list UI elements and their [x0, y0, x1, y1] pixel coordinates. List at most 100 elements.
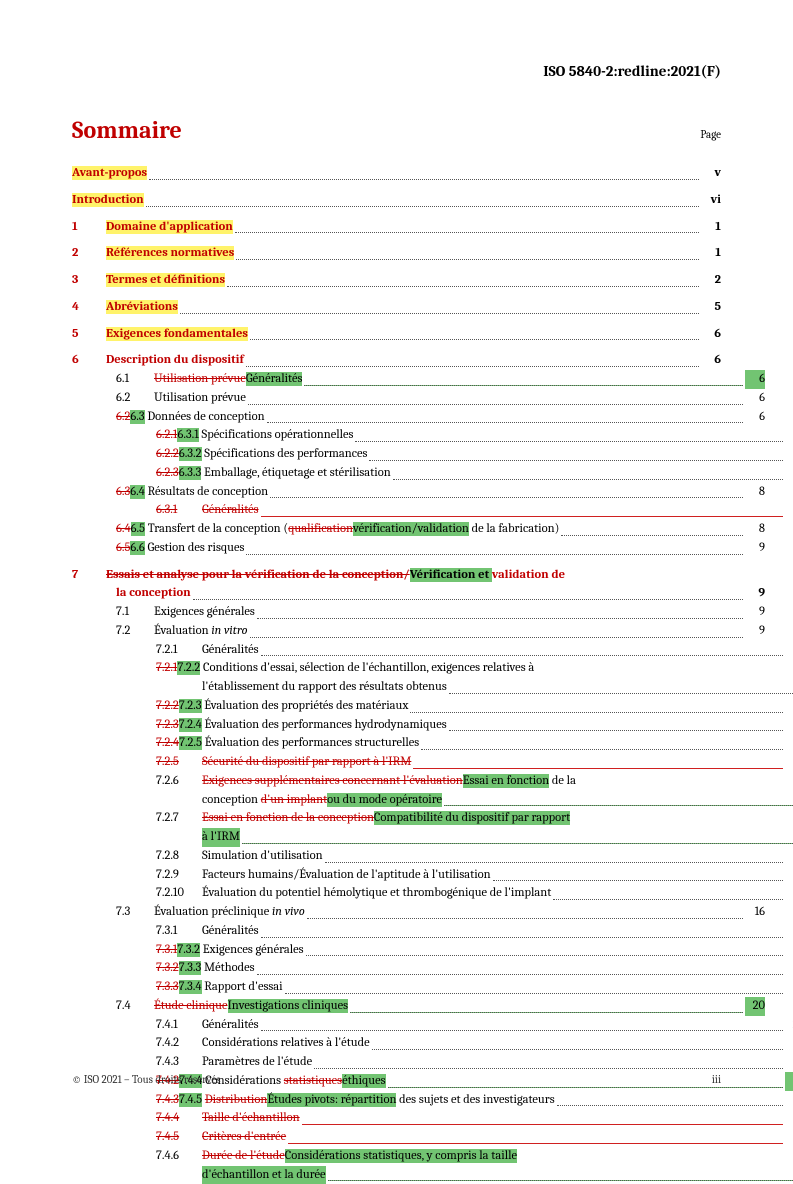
toc-label: Paramètres de l'étude: [202, 1053, 312, 1072]
toc-entry: 6.56.6 Gestion des risques 9: [72, 539, 765, 558]
leader: [388, 1087, 783, 1088]
toc-page: 2: [701, 271, 721, 290]
toc-label: Introduction: [72, 193, 144, 207]
toc-entry: 3 Termes et définitions 2: [72, 271, 721, 290]
leader: [325, 862, 783, 863]
toc-label: Étude cliniqueInvestigations cliniques: [154, 997, 348, 1016]
toc-label: 6.2.36.3.3 Emballage, étiquetage et stér…: [156, 464, 391, 483]
toc-entry: 6.26.3 Données de conception 6: [72, 408, 765, 427]
toc-label: Références normatives: [106, 246, 234, 260]
leader: [285, 993, 783, 994]
toc-page: 26: [785, 1109, 793, 1128]
toc-page: 9: [745, 539, 765, 558]
leader: [314, 1068, 783, 1069]
copyright: © ISO 2021 – Tous droits réservés: [72, 1073, 221, 1086]
leader: [227, 286, 699, 287]
toc-entry: 7.2.47.2.5 Évaluation des performances s…: [72, 734, 793, 753]
leader: [193, 599, 743, 600]
toc-label: 7.2.17.2.2 Conditions d'essai, sélection…: [156, 659, 534, 678]
toc-label: 6.46.5 Transfert de la conception (quali…: [116, 520, 559, 539]
toc-label: Facteurs humains/Évaluation de l'aptitud…: [202, 866, 491, 885]
leader: [261, 937, 783, 938]
toc-label: 6.2.26.3.2 Spécifications des performanc…: [156, 445, 367, 464]
toc-num: 7.4.2: [156, 1034, 202, 1053]
leader: [235, 232, 699, 233]
toc-page: 7: [785, 445, 793, 464]
toc-entry: 7.3.17.3.2 Exigences générales 16: [72, 941, 793, 960]
toc-num: 7.2.1: [156, 641, 202, 660]
toc-label: Évaluation in vitro: [154, 622, 248, 641]
toc-page: 1: [701, 244, 721, 263]
toc-entry: 7.4.5 Critères d'entrée 26: [72, 1128, 793, 1147]
toc-label: Exigences générales: [154, 603, 255, 622]
toc-entry: 7.3 Évaluation préclinique in vivo 16: [72, 903, 765, 922]
toc-label: Abréviations: [106, 300, 178, 314]
leader: [393, 479, 783, 480]
toc-page: 20: [745, 997, 765, 1016]
footer: © ISO 2021 – Tous droits réservés iii: [72, 1073, 721, 1086]
toc-label: 7.3.37.3.4 Rapport d'essai: [156, 978, 283, 997]
toc-entry: 2 Références normatives 1: [72, 244, 721, 263]
toc-page: vi: [701, 191, 721, 210]
toc-entry: 6.36.4 Résultats de conception 8: [72, 483, 765, 502]
toc-page: 10: [785, 697, 793, 716]
toc-num: 6.1: [116, 370, 154, 389]
leader: [236, 259, 699, 260]
toc-page: 6: [745, 370, 765, 389]
toc-page: 6: [745, 408, 765, 427]
toc-page: 24: [785, 1072, 793, 1091]
toc-entry: 5 Exigences fondamentales 6: [72, 325, 721, 344]
toc-entry: 7.2 Évaluation in vitro 9: [72, 622, 765, 641]
toc-entry-cont: la conception 9: [72, 584, 765, 603]
toc-entry: 6.2.16.3.1 Spécifications opérationnelle…: [72, 426, 793, 445]
toc-page: 16: [785, 866, 793, 885]
toc-entry: 6 Description du dispositif 6: [72, 351, 721, 370]
leader: [267, 422, 743, 423]
toc-num: 7.2.10: [156, 884, 202, 903]
toc-entry: 7.2.17.2.2 Conditions d'essai, sélection…: [72, 659, 793, 678]
leader: [372, 1049, 783, 1050]
leader: [413, 768, 783, 769]
toc-entry: 7.2.8 Simulation d'utilisation 16: [72, 847, 793, 866]
leader: [449, 730, 783, 731]
toc-entry: 7.1 Exigences générales 9: [72, 603, 765, 622]
toc-num: 7.4.3: [156, 1053, 202, 1072]
toc-page: 22: [785, 1034, 793, 1053]
toc-entry: 7.3.27.3.3 Méthodes 17: [72, 959, 793, 978]
toc-page: 24: [785, 1091, 793, 1110]
leader: [561, 535, 743, 536]
toc-entry: 7.2.1 Généralités 9: [72, 641, 793, 660]
toc-entry: Introduction vi: [72, 191, 721, 210]
toc-label: Généralités: [202, 1016, 259, 1035]
toc-entry: 7 Essais et analyse pour la vérification…: [72, 566, 721, 585]
toc-num: 4: [72, 298, 106, 317]
leader: [410, 712, 783, 713]
toc-label: Utilisation prévueGénéralités: [154, 370, 302, 389]
toc-page: 11: [785, 716, 793, 735]
leader: [553, 899, 783, 900]
toc-num: 6.3.1: [156, 501, 202, 520]
toc-label: Utilisation prévue: [154, 389, 246, 408]
toc-num: 7.2: [116, 622, 154, 641]
toc-entry: 7.4.37.4.5 DistributionÉtudes pivots: ré…: [72, 1091, 793, 1110]
leader: [557, 1105, 783, 1106]
leader: [493, 880, 783, 881]
toc-page: 20: [785, 1016, 793, 1035]
toc-label: d'échantillon et la durée: [202, 1166, 326, 1184]
toc-entry: 7.2.6 Exigences supplémentaires concerna…: [72, 772, 793, 791]
sommaire-heading: Sommaire: [72, 116, 182, 144]
toc-num: 7.4.6: [156, 1147, 202, 1166]
toc-label: Avant-propos: [72, 166, 147, 180]
toc-entry: 7.2.27.2.3 Évaluation des propriétés des…: [72, 697, 793, 716]
toc-entry: 7.4.6 Durée de l'étudeConsidérations sta…: [72, 1147, 793, 1166]
toc-label: Sécurité du dispositif par rapport à l'I…: [202, 753, 411, 772]
leader: [307, 918, 743, 919]
toc-label: Généralités: [202, 641, 259, 660]
toc-label: 7.2.37.2.4 Évaluation des performances h…: [156, 716, 447, 735]
toc-num: 7.2.8: [156, 847, 202, 866]
toc-label: Simulation d'utilisation: [202, 847, 323, 866]
toc-num: 7.3: [116, 903, 154, 922]
leader: [350, 1012, 743, 1013]
toc-entry: 7.2.37.2.4 Évaluation des performances h…: [72, 716, 793, 735]
toc-page: 16: [785, 884, 793, 903]
